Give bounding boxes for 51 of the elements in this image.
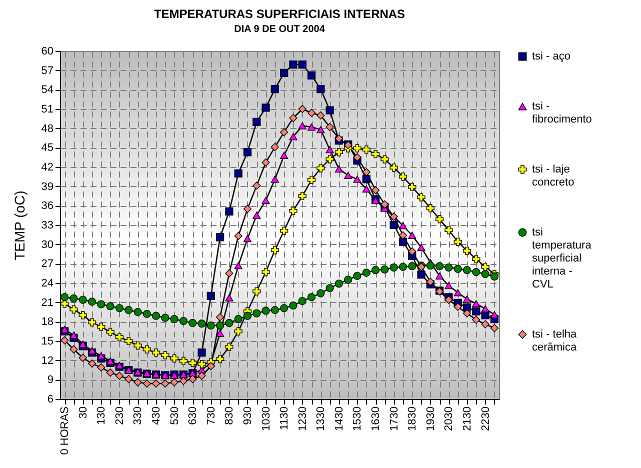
y-tick-label: 12 [41, 354, 54, 367]
x-tick-label: 0 HORAS [59, 406, 72, 455]
x-tick-label: 1730 [388, 406, 400, 431]
legend-label: tsi temperatura superficial interna - CVL [532, 226, 592, 290]
legend-label: tsi - aço [532, 50, 571, 62]
y-tick-label: 15 [41, 336, 54, 348]
y-tick-label: 42 [41, 162, 54, 174]
y-tick-label: 54 [41, 84, 54, 96]
y-tick-label: 39 [41, 180, 54, 193]
y-tick-label: 18 [41, 316, 54, 328]
y-tick-label: 21 [41, 296, 54, 309]
legend-label: tsi - telha cerâmica [532, 328, 578, 354]
y-tick-label: 60 [41, 46, 54, 58]
x-tick-label: 1130 [278, 406, 291, 430]
x-tick-label: 430 [150, 406, 163, 425]
y-tick-label: 6 [47, 394, 54, 406]
x-tick-label: 330 [132, 406, 144, 425]
y-axis-title: TEMP (oC) [11, 190, 28, 260]
x-tick-label: 1330 [315, 406, 328, 431]
y-tick-label: 57 [41, 64, 54, 77]
x-tick-label: 630 [187, 406, 200, 425]
x-tick-label: 1530 [352, 406, 364, 431]
x-tick-label: 2030 [443, 406, 456, 431]
x-tick-label: 930 [242, 406, 254, 425]
y-tick-label: 27 [41, 258, 54, 270]
x-tick-label: 230 [114, 406, 126, 425]
legend-label: tsi - laje concreto [532, 164, 574, 188]
y-tick-label: 30 [41, 238, 54, 251]
x-tick-label: 730 [205, 406, 218, 425]
legend-label: tsi - fibrocimento [532, 100, 592, 126]
y-tick-label: 51 [41, 104, 54, 116]
y-tick-label: 9 [47, 374, 54, 386]
chart-subtitle: DIA 9 DE OUT 2004 [234, 24, 326, 35]
x-tick-label: 1230 [296, 406, 309, 431]
x-tick-label: 130 [96, 406, 108, 425]
y-tick-label: 33 [41, 220, 54, 232]
y-tick-label: 45 [41, 142, 54, 154]
x-tick-label: 2130 [461, 406, 474, 431]
chart-title: TEMPERATURAS SUPERFICIAIS INTERNAS [154, 7, 406, 21]
x-tick-label: 2230 [480, 406, 492, 431]
x-tick-label: 1030 [260, 406, 272, 431]
x-tick-label: 1630 [370, 406, 382, 431]
x-tick-label: 530 [168, 406, 181, 425]
x-tick-label: 1430 [333, 406, 346, 431]
y-tick-label: 48 [41, 122, 54, 135]
y-tick-label: 24 [41, 278, 54, 290]
x-tick-label: 30 [77, 406, 90, 419]
x-tick-label: 1930 [424, 406, 437, 431]
x-tick-label: 1830 [406, 406, 419, 431]
x-tick-label: 830 [224, 406, 236, 425]
y-tick-label: 36 [41, 200, 54, 212]
